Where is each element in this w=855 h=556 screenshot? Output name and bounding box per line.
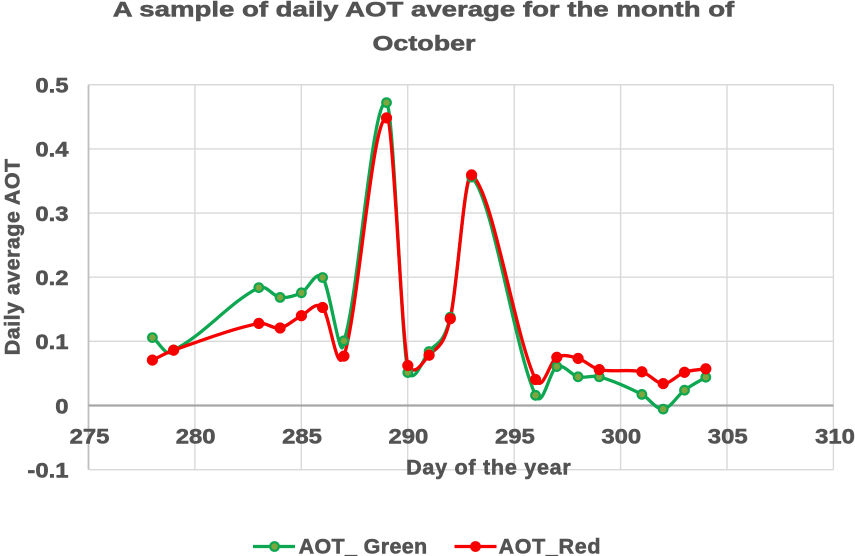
svg-text:October: October [372,32,476,56]
svg-text:Daily average AOT: Daily average AOT [1,158,25,355]
svg-text:285: 285 [282,424,322,449]
svg-text:AOT_ Green: AOT_ Green [299,534,428,556]
svg-text:275: 275 [70,424,110,449]
svg-text:0.2: 0.2 [35,265,68,290]
svg-text:Day of the year: Day of the year [406,456,571,480]
svg-text:0: 0 [55,393,68,418]
svg-text:310: 310 [815,424,855,449]
svg-text:AOT_Red: AOT_Red [499,534,602,556]
svg-text:305: 305 [708,424,748,449]
svg-text:290: 290 [388,424,428,449]
svg-text:A sample of daily AOT average: A sample of daily AOT average for the mo… [113,0,735,22]
svg-text:0.5: 0.5 [35,73,68,98]
svg-text:0.4: 0.4 [35,137,69,162]
svg-text:0.3: 0.3 [35,201,68,226]
svg-text:0.1: 0.1 [35,329,68,354]
svg-text:300: 300 [601,424,641,449]
svg-text:-0.1: -0.1 [27,458,68,483]
svg-text:280: 280 [176,424,216,449]
svg-text:295: 295 [495,424,535,449]
